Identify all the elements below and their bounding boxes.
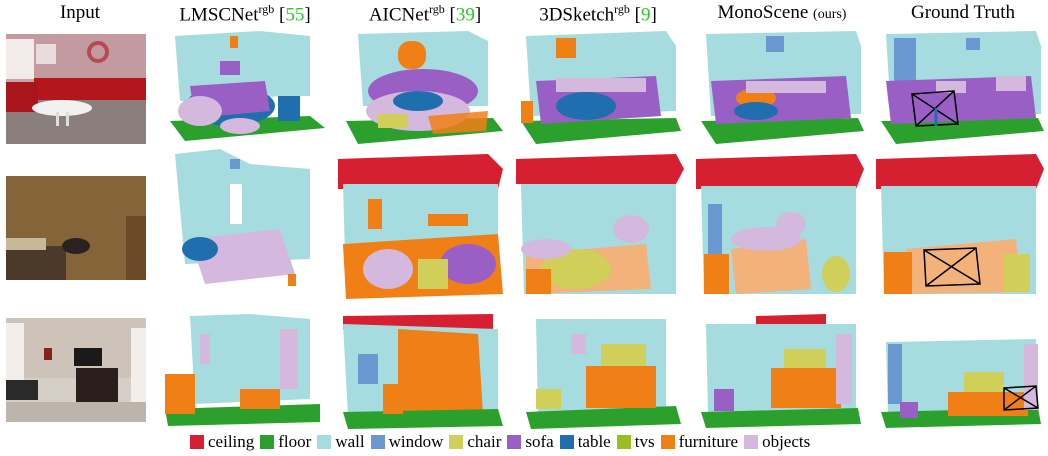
legend-swatch-ceiling: [190, 435, 204, 449]
legend-item-table: table: [559, 432, 611, 452]
legend-item-objects: objects: [744, 432, 810, 452]
header-monoscene-name: MonoScene: [717, 2, 809, 23]
legend-item-tvs: tvs: [616, 432, 655, 452]
lmscnet-result-bedroom: [175, 149, 310, 286]
header-3dsketch-name: 3DSketch: [539, 4, 615, 26]
header-aicnet-ref[interactable]: 39: [455, 4, 475, 26]
3dsketch-result-open-room: [526, 319, 681, 429]
results-figure: [0, 26, 1048, 429]
header-monoscene-note: (ours): [813, 7, 847, 22]
input-photo-living-room: [6, 34, 146, 144]
header-input-label: Input: [59, 2, 101, 23]
lmscnet-result-living-room: [170, 31, 325, 141]
legend-swatch-chair: [449, 435, 464, 449]
legend-swatch-window: [370, 435, 385, 449]
header-3dsketch-sup: rgb: [614, 2, 630, 16]
monoscene-result-living-room: [701, 31, 864, 144]
header-lmscnet-name: LMSCNet: [179, 4, 259, 26]
header-lmscnet-ref[interactable]: 55: [285, 4, 305, 26]
header-aicnet: AICNetrgb [39]: [368, 2, 482, 26]
legend-item-window: window: [370, 432, 444, 452]
legend-item-ceiling: ceiling: [190, 432, 254, 452]
legend-label-objects: objects: [762, 432, 811, 451]
legend-label-floor: floor: [278, 432, 312, 451]
header-lmscnet: LMSCNetrgb [55]: [179, 2, 311, 26]
legend-label-furniture: furniture: [678, 432, 739, 451]
legend-swatch-table: [559, 435, 574, 449]
legend-swatch-furniture: [660, 435, 675, 449]
lmscnet-result-open-room: [165, 314, 320, 426]
header-ground-truth-label: Ground Truth: [911, 2, 1015, 23]
header-monoscene: MonoScene (ours): [702, 2, 862, 26]
legend-item-furniture: furniture: [660, 432, 739, 452]
input-photo-bedroom: [6, 176, 146, 280]
ground-truth-open-room: [881, 339, 1041, 428]
legend-swatch-floor: [260, 435, 275, 449]
legend-label-table: table: [577, 432, 611, 451]
legend-label-wall: wall: [335, 432, 365, 451]
class-legend: ceiling floor wall window chair sofa tab…: [190, 430, 816, 454]
legend-item-sofa: sofa: [507, 432, 554, 452]
header-lmscnet-sup: rgb: [258, 2, 275, 16]
legend-label-sofa: sofa: [525, 432, 554, 451]
header-3dsketch: 3DSketchrgb [9]: [539, 2, 657, 26]
header-aicnet-sup: rgb: [428, 2, 445, 16]
legend-item-chair: chair: [449, 432, 501, 452]
input-photo-open-room: [6, 318, 146, 422]
legend-swatch-objects: [744, 435, 759, 449]
aicnet-result-open-room: [343, 314, 503, 429]
ground-truth-living-room: [881, 31, 1044, 144]
monoscene-result-open-room: [701, 314, 861, 428]
header-ground-truth: Ground Truth: [888, 2, 1038, 26]
header-aicnet-name: AICNet: [368, 4, 429, 26]
legend-swatch-wall: [317, 435, 332, 449]
header-3dsketch-ref[interactable]: 9: [640, 4, 651, 26]
monoscene-result-bedroom: [696, 154, 864, 294]
legend-swatch-sofa: [507, 435, 522, 449]
3dsketch-result-bedroom: [516, 154, 684, 294]
legend-label-tvs: tvs: [634, 432, 655, 451]
ground-truth-bedroom: [876, 154, 1044, 294]
legend-label-ceiling: ceiling: [208, 432, 255, 451]
header-input: Input: [40, 2, 120, 26]
legend-label-window: window: [388, 432, 444, 451]
aicnet-result-living-room: [346, 31, 503, 144]
legend-item-wall: wall: [317, 432, 365, 452]
3dsketch-result-living-room: [521, 31, 681, 144]
aicnet-result-bedroom: [338, 154, 503, 299]
legend-label-chair: chair: [467, 432, 502, 451]
legend-swatch-tvs: [616, 435, 631, 449]
legend-item-floor: floor: [260, 432, 311, 452]
